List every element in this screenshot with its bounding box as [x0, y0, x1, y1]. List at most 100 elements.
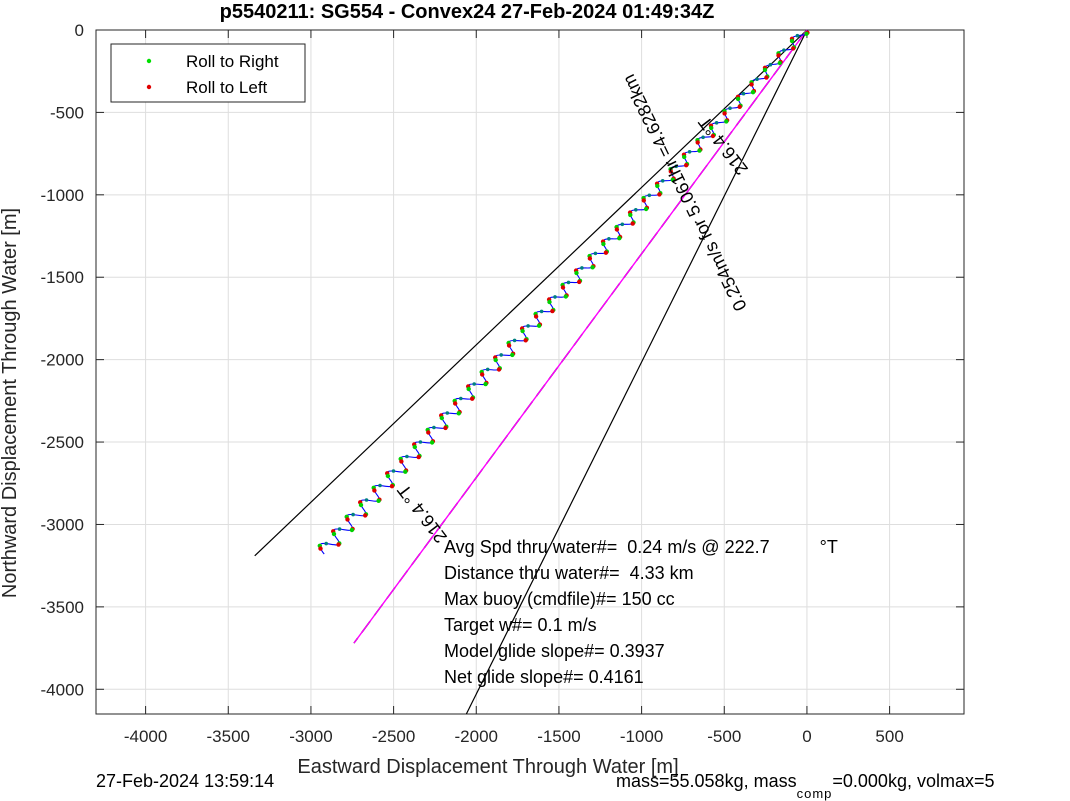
track-point	[566, 280, 571, 285]
roll-right-marker	[574, 270, 579, 276]
roll-left-marker	[684, 163, 689, 168]
roll-right-marker	[628, 212, 633, 218]
roll-right-marker	[709, 125, 714, 131]
track-point	[378, 483, 382, 488]
legend: Roll to Right Roll to Left	[110, 43, 306, 103]
stat-distance: Distance thru water#= 4.33 km	[444, 563, 694, 583]
roll-right-marker	[439, 415, 444, 421]
roll-right-marker	[655, 183, 660, 189]
heading-line-magenta	[353, 29, 808, 644]
track-point	[499, 353, 504, 357]
legend-marker-roll-right	[146, 58, 152, 64]
roll-right-marker	[429, 440, 435, 445]
legend-box	[110, 43, 306, 103]
x-tick-label: -4000	[124, 727, 167, 746]
x-tick-label: 0	[802, 727, 811, 746]
track-point	[351, 512, 355, 517]
stat-max-buoy: Max buoy (cmdfile)#= 150 cc	[444, 589, 675, 609]
y-tick-label: -1500	[41, 268, 84, 287]
roll-right-marker	[456, 411, 461, 416]
roll-right-marker	[697, 148, 702, 153]
track-point	[674, 164, 678, 169]
track-point	[364, 498, 369, 502]
roll-left-marker	[533, 314, 539, 319]
x-tick-label: -2500	[372, 727, 415, 746]
roll-left-marker	[695, 140, 700, 145]
roll-right-marker	[358, 502, 364, 508]
x-axis-ticks: -4000 -3500 -3000 -2500 -2000 -1500 -1000 -500 0…	[124, 30, 904, 746]
y-tick-label: -2500	[41, 433, 84, 452]
y-axis-label: Northward Displacement Through Water [m]	[0, 208, 21, 598]
roll-right-marker	[331, 531, 337, 537]
roll-left-marker	[550, 308, 555, 314]
roll-left-marker	[641, 198, 646, 203]
y-tick-label: -3000	[41, 515, 84, 534]
glider-track	[319, 29, 808, 555]
track-point	[512, 338, 517, 343]
annotation-heading-lower: 216.4 °T	[394, 480, 451, 546]
track-point	[755, 77, 759, 81]
track-point	[526, 324, 530, 328]
roll-left-marker	[480, 372, 485, 377]
track-path	[319, 29, 808, 555]
roll-left-marker	[336, 542, 341, 547]
track-point	[620, 222, 625, 227]
cone-line	[254, 29, 808, 557]
roll-right-marker	[547, 299, 552, 305]
roll-left-marker	[791, 46, 796, 51]
roll-right-marker	[804, 31, 809, 36]
y-tick-label: -1000	[41, 186, 84, 205]
roll-left-marker	[496, 367, 502, 372]
plot-frame	[95, 29, 965, 715]
roll-right-marker	[403, 469, 408, 474]
roll-left-marker	[443, 425, 448, 431]
roll-right-marker	[483, 381, 488, 387]
roll-left-marker	[587, 256, 593, 261]
roll-left-marker	[764, 75, 769, 80]
roll-right-marker	[590, 265, 595, 270]
track-point	[687, 150, 692, 154]
track-point	[701, 135, 705, 140]
track-point	[337, 527, 342, 531]
roll-left-marker	[470, 396, 475, 401]
roll-left-marker	[523, 338, 528, 343]
roll-right-marker	[536, 323, 542, 328]
roll-left-marker	[453, 401, 458, 406]
y-tick-label: -500	[50, 103, 84, 122]
y-tick-label: -4000	[41, 680, 84, 699]
track-point	[553, 295, 557, 299]
x-tick-label: -2000	[455, 727, 498, 746]
track-point	[593, 251, 598, 256]
grid-lines	[96, 29, 964, 714]
track-point	[472, 382, 477, 386]
y-tick-label: -3500	[41, 598, 84, 617]
roll-right-marker	[563, 294, 568, 299]
footer-mass-rest: =0.000kg, volmax=5	[832, 771, 995, 791]
footer-timestamp: 27-Feb-2024 13:59:14	[96, 771, 275, 791]
roll-right-marker	[682, 154, 687, 160]
roll-left-marker	[603, 250, 609, 255]
chart-title: p5540211: SG554 - Convex24 27-Feb-2024 0…	[220, 1, 715, 23]
roll-right-marker	[349, 527, 355, 533]
stat-target-w: Target w#= 0.1 m/s	[444, 615, 597, 635]
track-point	[580, 266, 584, 270]
stat-net-glide-slope: Net glide slope#= 0.4161	[444, 667, 644, 687]
roll-right-marker	[412, 444, 417, 450]
legend-label-roll-right: Roll to Right	[186, 52, 279, 71]
roll-left-marker	[577, 279, 582, 285]
track-point	[459, 396, 463, 401]
track-point	[539, 309, 544, 314]
roll-left-marker	[372, 488, 377, 493]
y-tick-label: 0	[75, 21, 84, 40]
roll-left-marker	[560, 285, 566, 290]
roll-left-marker	[722, 111, 727, 116]
roll-left-marker	[710, 133, 716, 139]
roll-right-marker	[724, 119, 729, 124]
track-point	[714, 121, 719, 125]
stats-block: Avg Spd thru water#= 0.24 m/s @ 222.7 °T…	[444, 537, 838, 687]
roll-right-marker	[466, 386, 471, 392]
roll-left-marker	[657, 192, 662, 197]
roll-left-marker	[318, 546, 323, 551]
x-tick-label: -1500	[537, 727, 580, 746]
track-point	[782, 48, 786, 52]
